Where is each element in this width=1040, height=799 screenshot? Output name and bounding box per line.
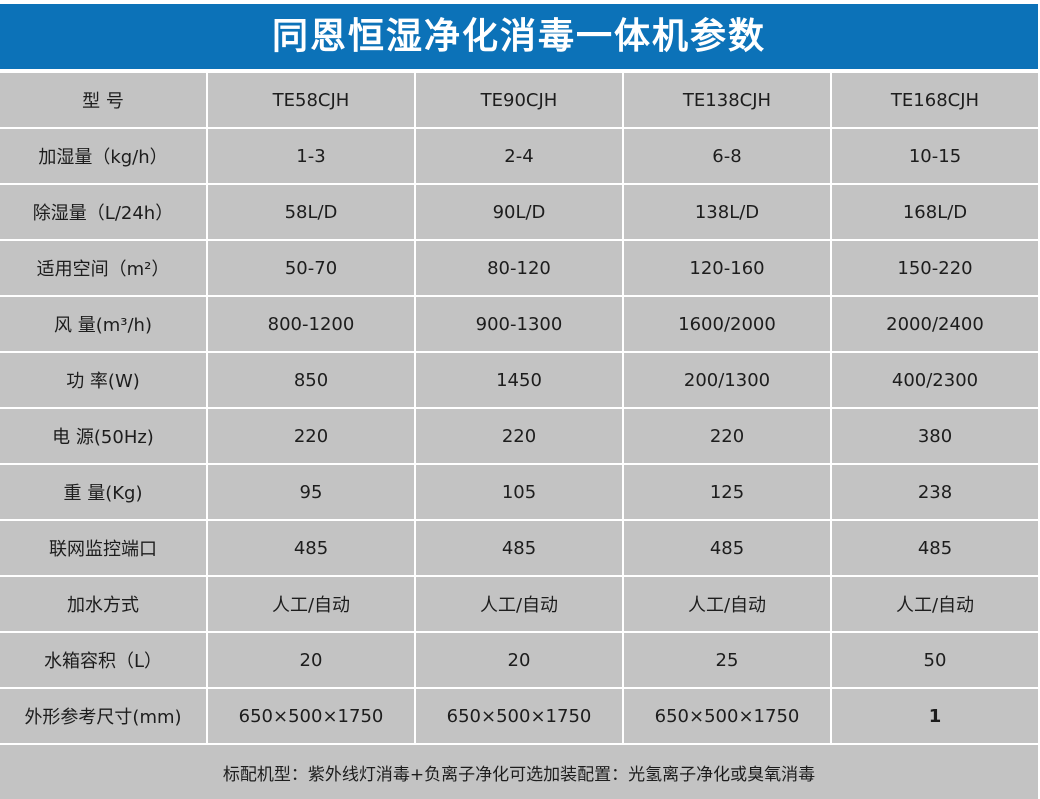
spec-value-cell: 650×500×1750	[624, 689, 830, 743]
model-name-cell: TE168CJH	[832, 73, 1038, 127]
model-name-cell: TE58CJH	[208, 73, 414, 127]
row-label-cell: 电 源(50Hz)	[0, 409, 206, 463]
row-label-cell: 功 率(W)	[0, 353, 206, 407]
spec-value-cell: 20	[416, 633, 622, 687]
spec-value-cell: 25	[624, 633, 830, 687]
spec-value-cell: 95	[208, 465, 414, 519]
spec-value-cell: 90L/D	[416, 185, 622, 239]
spec-table: 型 号 TE58CJH TE90CJH TE138CJH TE168CJH 加湿量（kg/…	[0, 73, 1038, 743]
row-label-cell: 水箱容积（L）	[0, 633, 206, 687]
spec-value-cell: 380	[832, 409, 1038, 463]
spec-value-cell: 2-4	[416, 129, 622, 183]
spec-value-cell: 150-220	[832, 241, 1038, 295]
spec-value-cell: 10-15	[832, 129, 1038, 183]
spec-value-cell: 80-120	[416, 241, 622, 295]
row-label-cell: 联网监控端口	[0, 521, 206, 575]
spec-value-cell: 6-8	[624, 129, 830, 183]
spec-value-cell: 人工/自动	[624, 577, 830, 631]
title-banner: 同恩恒湿净化消毒一体机参数	[0, 4, 1038, 69]
spec-value-cell: 485	[208, 521, 414, 575]
model-label-cell: 型 号	[0, 73, 206, 127]
spec-value-cell: 人工/自动	[416, 577, 622, 631]
spec-value-cell: 485	[416, 521, 622, 575]
row-label-cell: 外形参考尺寸(mm)	[0, 689, 206, 743]
model-name-cell: TE90CJH	[416, 73, 622, 127]
spec-value-cell: 238	[832, 465, 1038, 519]
row-label-cell: 除湿量（L/24h）	[0, 185, 206, 239]
spec-value-cell: 2000/2400	[832, 297, 1038, 351]
spec-value-cell: 900-1300	[416, 297, 622, 351]
spec-value-cell: 220	[208, 409, 414, 463]
spec-value-cell: 485	[624, 521, 830, 575]
spec-value-cell: 50	[832, 633, 1038, 687]
spec-value-cell: 650×500×1750	[416, 689, 622, 743]
row-label-cell: 重 量(Kg)	[0, 465, 206, 519]
spec-value-cell: 650×500×1750	[208, 689, 414, 743]
spec-value-cell: 1-3	[208, 129, 414, 183]
spec-value-cell: 1	[832, 689, 1038, 743]
spec-value-cell: 200/1300	[624, 353, 830, 407]
spec-value-cell: 800-1200	[208, 297, 414, 351]
spec-value-cell: 138L/D	[624, 185, 830, 239]
spec-value-cell: 1450	[416, 353, 622, 407]
spec-value-cell: 105	[416, 465, 622, 519]
spec-value-cell: 58L/D	[208, 185, 414, 239]
row-label-cell: 加水方式	[0, 577, 206, 631]
spec-value-cell: 400/2300	[832, 353, 1038, 407]
spec-value-cell: 485	[832, 521, 1038, 575]
page-title: 同恩恒湿净化消毒一体机参数	[271, 15, 766, 57]
spec-value-cell: 1600/2000	[624, 297, 830, 351]
footnote: 标配机型：紫外线灯消毒+负离子净化可选加装配置：光氢离子净化或臭氧消毒	[0, 745, 1038, 799]
spec-value-cell: 220	[416, 409, 622, 463]
spec-value-cell: 50-70	[208, 241, 414, 295]
row-label-cell: 风 量(m³/h)	[0, 297, 206, 351]
spec-value-cell: 850	[208, 353, 414, 407]
row-label-cell: 适用空间（m²）	[0, 241, 206, 295]
spec-value-cell: 人工/自动	[832, 577, 1038, 631]
spec-value-cell: 20	[208, 633, 414, 687]
model-name-cell: TE138CJH	[624, 73, 830, 127]
row-label-cell: 加湿量（kg/h）	[0, 129, 206, 183]
spec-value-cell: 120-160	[624, 241, 830, 295]
spec-value-cell: 168L/D	[832, 185, 1038, 239]
spec-value-cell: 220	[624, 409, 830, 463]
spec-value-cell: 125	[624, 465, 830, 519]
spec-value-cell: 人工/自动	[208, 577, 414, 631]
